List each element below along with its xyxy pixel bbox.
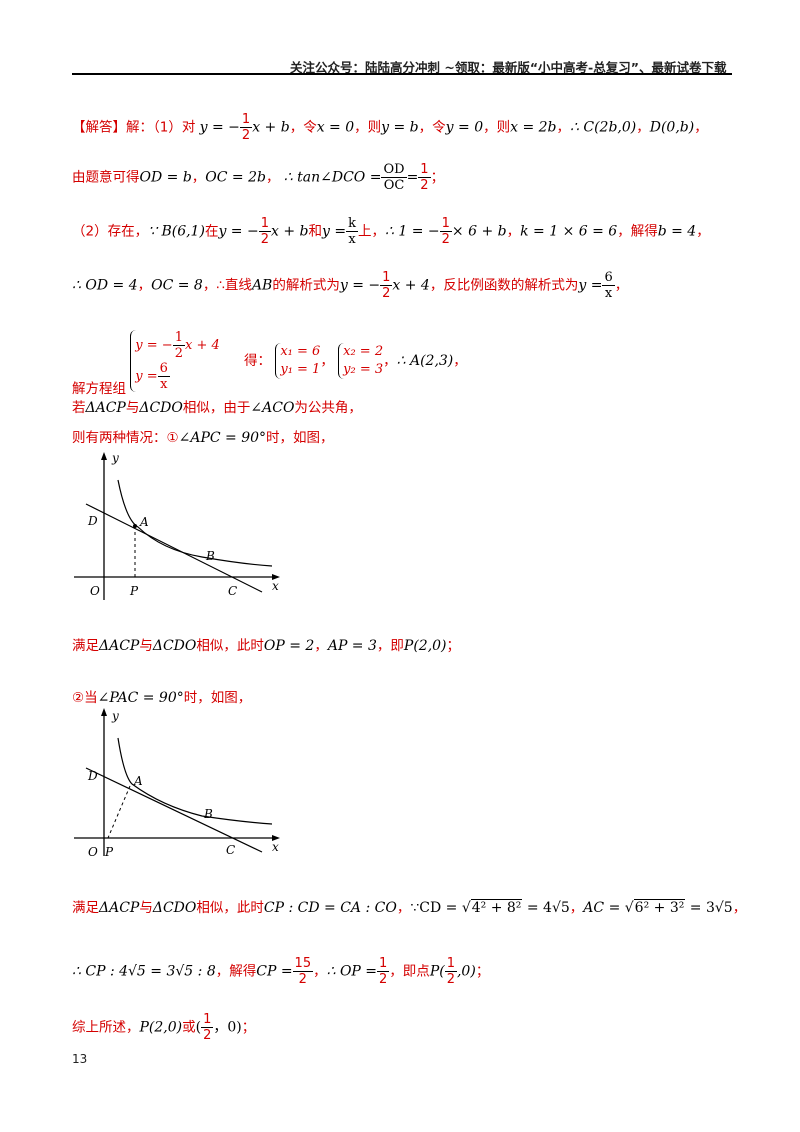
- figure-1: y x O D A B P C: [74, 451, 280, 600]
- fig1-a-label: A: [139, 515, 149, 529]
- fig1-b-label: B: [205, 549, 215, 563]
- page-number: 13: [72, 1052, 88, 1066]
- solution-line-11: ∴ CP : 4√5 = 3√5 : 8，解得CP = 15 2 ，∴ OP = 1 2，…: [72, 956, 490, 987]
- fig2-d-label: D: [87, 769, 98, 783]
- fig1-o-label: O: [90, 584, 100, 598]
- fig2-p-label: P: [104, 845, 114, 859]
- solution-line-2: 由题意可得OD = b，OC = 2b， ∴ tan∠DCO = OD OC = 1 2；: [72, 162, 445, 193]
- solution-line-6: 若ΔACP与ΔCDO相似，由于∠ACO为公共角，: [72, 400, 362, 416]
- figure-2: y x O D A B P C: [74, 708, 280, 859]
- solution-line-8: 满足ΔACP与ΔCDO相似，此时OP = 2，AP = 3，即P(2,0)；: [72, 638, 461, 654]
- solution-line-5: 解方程组 y = −1 2 x + 4 y = 6 x 得： x₁ = 6 y₁ = 1，…: [72, 330, 467, 397]
- solution-line-3: （2）存在，∵ B(6,1)在y = −1 2 x + b和y = k x 上，∴ 1 =…: [72, 216, 710, 247]
- fig2-c-label: C: [226, 843, 235, 857]
- fig1-d-label: D: [87, 514, 98, 528]
- fig1-c-label: C: [228, 584, 237, 598]
- fig2-x-label: x: [272, 840, 279, 854]
- fig1-p-label: P: [129, 584, 139, 598]
- solution-line-10: 满足ΔACP与ΔCDO相似，此时CP : CD = CA : CO，∵CD = …: [72, 899, 747, 916]
- solution-line-12: 综上所述，P(2,0)或(1 2 ，0)；: [72, 1012, 256, 1043]
- solution-line-4: ∴ OD = 4，OC = 8，∴直线AB的解析式为y = −1 2 x + 4，反…: [72, 270, 629, 301]
- solution-line-1: 【解答】解：（1）对 y = −1 2 x + b，令x = 0，则y = b，令y…: [72, 112, 708, 143]
- solution-line-9: ②当∠PAC = 90°时，如图，: [72, 690, 252, 706]
- page-header: 关注公众号：陆陆高分冲刺 ~领取：最新版“小中高考-总复习”、最新试卷下载: [290, 60, 727, 75]
- fig1-x-label: x: [272, 579, 279, 593]
- fig2-y-label: y: [111, 709, 119, 723]
- fig2-a-label: A: [133, 774, 143, 788]
- answer-tag: 【解答】: [72, 119, 126, 136]
- fig1-y-label: y: [111, 451, 119, 465]
- solution-line-7: 则有两种情况：①∠APC = 90°时，如图，: [72, 430, 334, 446]
- fig2-b-label: B: [203, 807, 213, 821]
- header-rule: [72, 73, 732, 75]
- equation-system: y = −1 2 x + 4 y = 6 x: [130, 330, 220, 392]
- fig2-o-label: O: [88, 845, 98, 859]
